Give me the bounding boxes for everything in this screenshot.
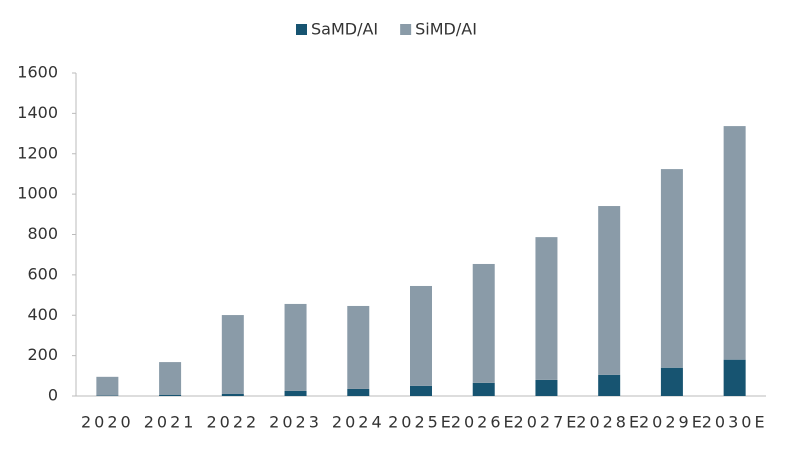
- bar-segment: [472, 263, 495, 383]
- bar-segment: [410, 285, 432, 386]
- bar-segment: [660, 169, 683, 368]
- bar-segment: [723, 126, 746, 360]
- legend-swatch: [400, 24, 412, 35]
- x-tick-label: 2021: [144, 413, 197, 432]
- y-tick-label: 1400: [17, 103, 58, 122]
- bar-segment: [535, 379, 558, 396]
- x-tick-label: 2020: [81, 413, 134, 432]
- bar-segment: [96, 376, 119, 396]
- bar-segment: [221, 315, 244, 394]
- bar-segment: [284, 303, 307, 391]
- bar-segment: [723, 359, 746, 396]
- x-tick-label: 2024: [332, 413, 385, 432]
- x-tick-label: 2030E: [702, 413, 768, 432]
- bar-segment: [159, 362, 182, 395]
- y-tick-label: 1600: [17, 63, 58, 82]
- x-tick-label: 2028E: [576, 413, 642, 432]
- bar-segment: [410, 385, 432, 396]
- bar-segment: [347, 305, 370, 389]
- y-tick-label: 400: [27, 305, 58, 324]
- y-tick-label: 0: [48, 386, 58, 405]
- bar-segment: [660, 367, 683, 396]
- legend-swatch: [296, 24, 307, 35]
- x-tick-label: 2023: [269, 413, 322, 432]
- x-tick-label: 2026E: [451, 413, 517, 432]
- y-tick-label: 1000: [17, 184, 58, 203]
- y-tick-label: 600: [27, 264, 58, 283]
- x-tick-label: 2025E: [388, 413, 454, 432]
- bar-segment: [598, 206, 621, 375]
- y-tick-label: 200: [27, 345, 58, 364]
- bar-segment: [472, 382, 495, 396]
- bar-segment: [221, 393, 244, 396]
- bar-segment: [159, 394, 182, 396]
- legend-label: SiMD/AI: [415, 20, 477, 39]
- bar-segment: [347, 388, 370, 396]
- x-tick-label: 2029E: [639, 413, 705, 432]
- bar-segment: [535, 237, 558, 380]
- bar-segment: [284, 390, 307, 396]
- bar-segment: [598, 374, 621, 396]
- x-tick-label: 2022: [206, 413, 259, 432]
- y-tick-label: 1200: [17, 143, 58, 162]
- y-tick-label: 800: [27, 224, 58, 243]
- legend-label: SaMD/AI: [311, 20, 378, 39]
- x-tick-label: 2027E: [514, 413, 580, 432]
